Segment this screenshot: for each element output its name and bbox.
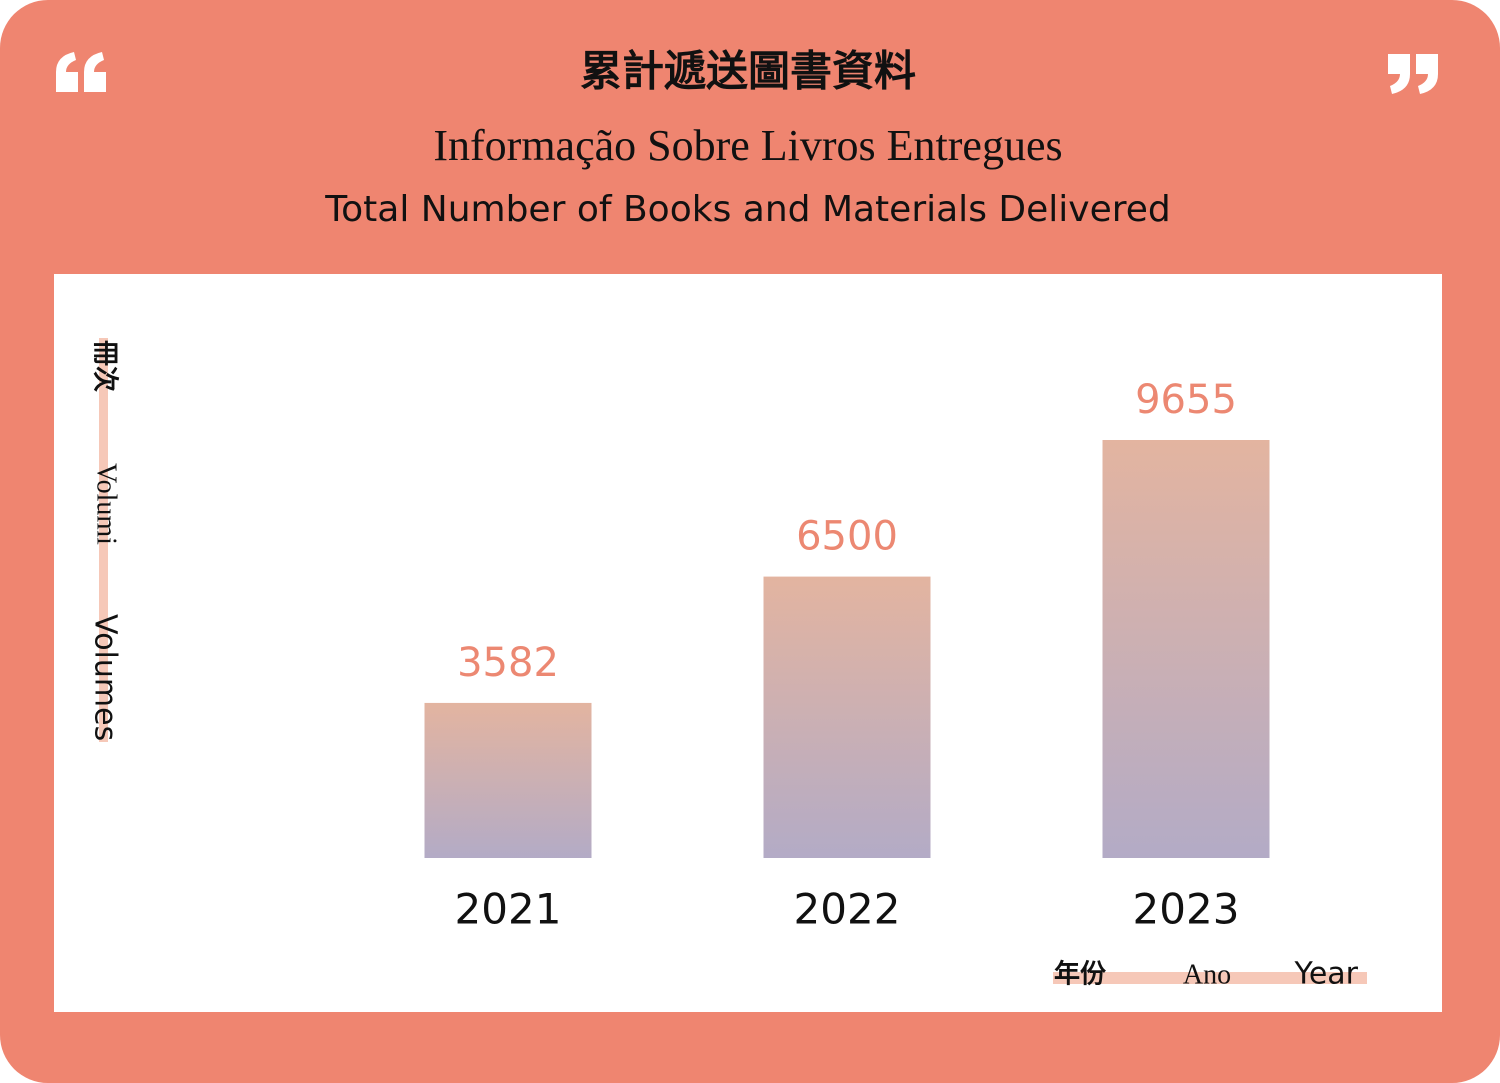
y-axis-label: Volumes [88,614,123,741]
value-label: 6500 [796,514,898,560]
chart-subtitle: Total Number of Books and Materials Deli… [324,189,1170,230]
y-label-bar [99,338,108,742]
x-tick-label: 2021 [455,885,562,934]
value-label: 9655 [1135,377,1237,423]
x-axis-label: Ano [1183,959,1231,990]
y-axis-label: 冊次 [90,340,120,392]
x-label-bar [1053,972,1367,984]
chart-title: 累計遞送圖書資料 [580,47,916,96]
x-axis-label: 年份 [1054,959,1106,990]
x-tick-label: 2023 [1133,885,1240,934]
close-quote [1388,54,1438,94]
x-axis-label: Year [1293,957,1358,992]
x-tick-label: 2022 [794,885,901,934]
value-label: 3582 [457,640,559,686]
chart-subtitle: Informação Sobre Livros Entregues [433,121,1062,170]
y-axis-label: Volumi [91,463,122,545]
bar [424,702,592,858]
open-quote [56,52,106,92]
bar [763,576,931,858]
bar [1102,440,1270,858]
